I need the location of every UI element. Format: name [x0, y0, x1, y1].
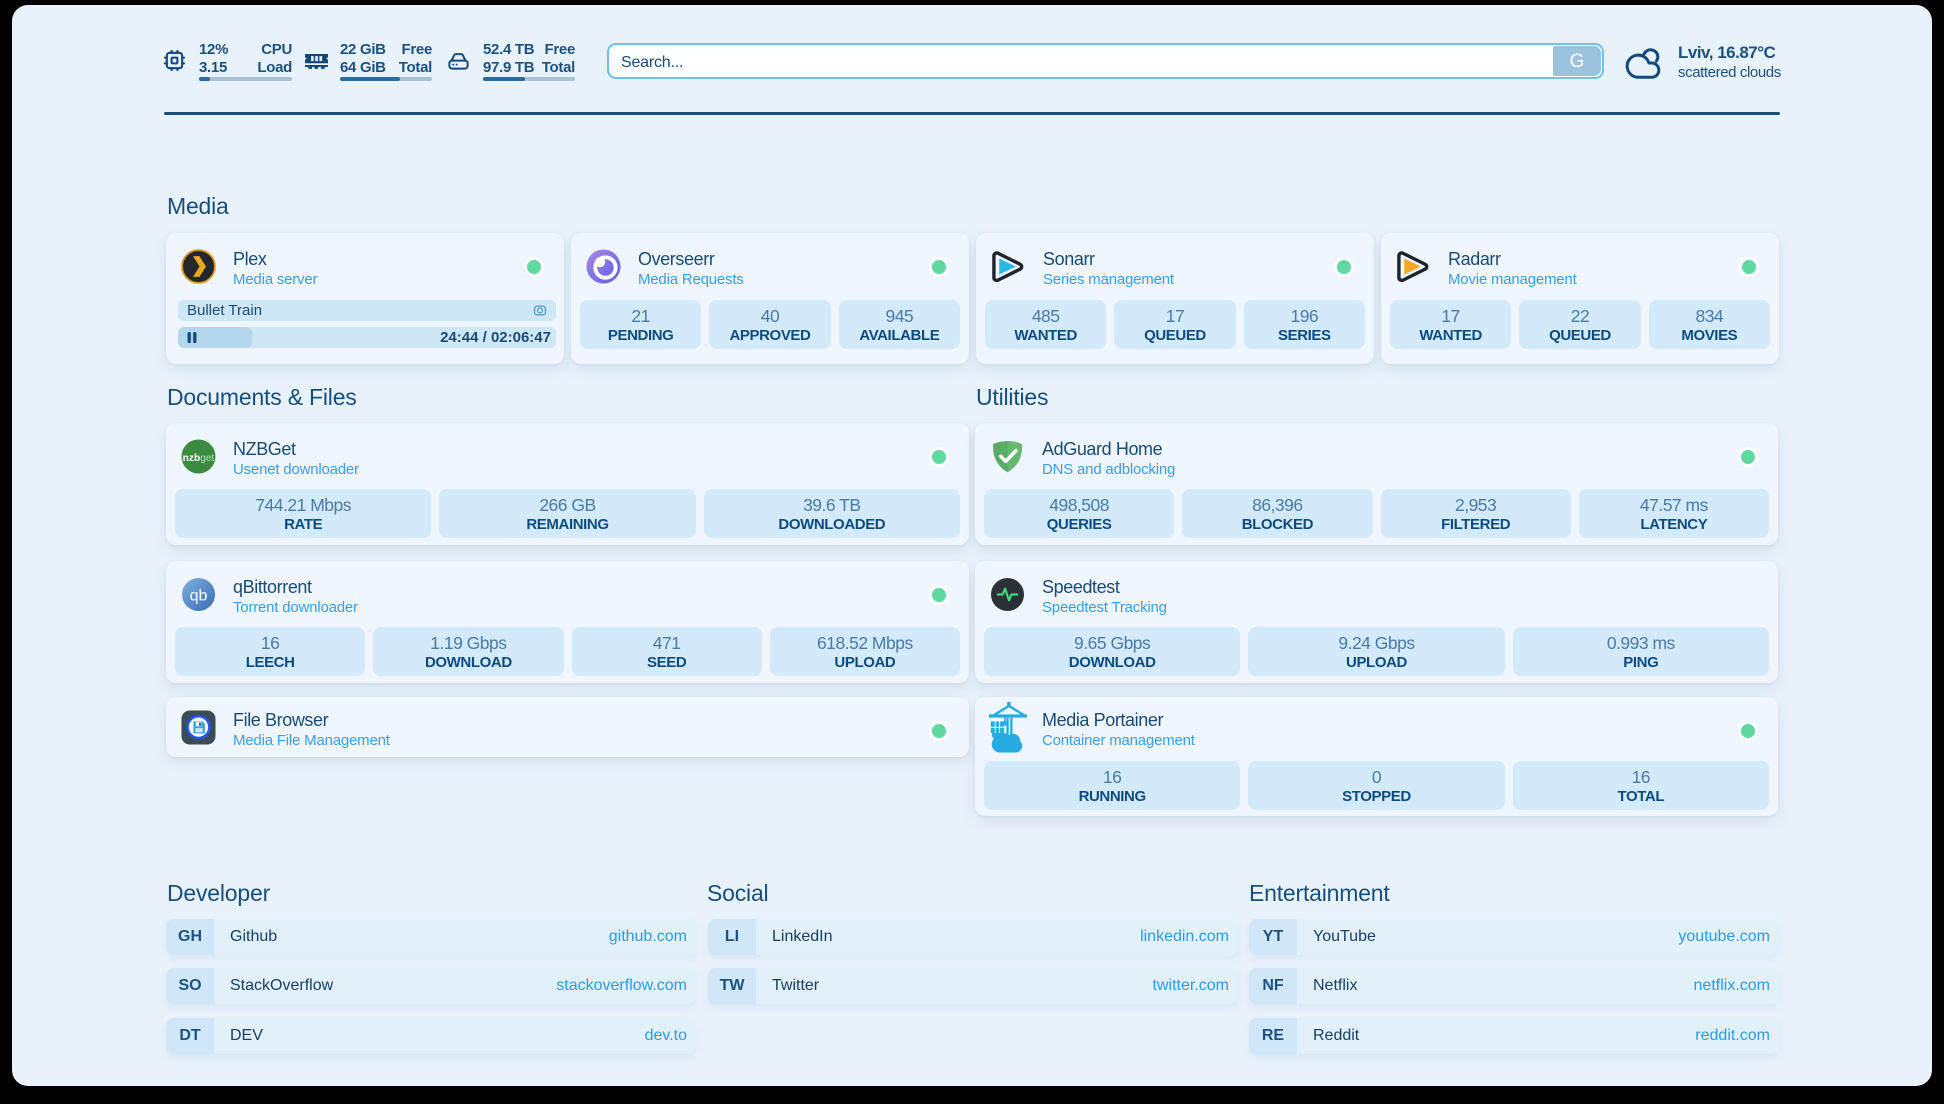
svg-text:qb: qb [190, 586, 208, 604]
svg-text:nzbget: nzbget [183, 453, 215, 464]
